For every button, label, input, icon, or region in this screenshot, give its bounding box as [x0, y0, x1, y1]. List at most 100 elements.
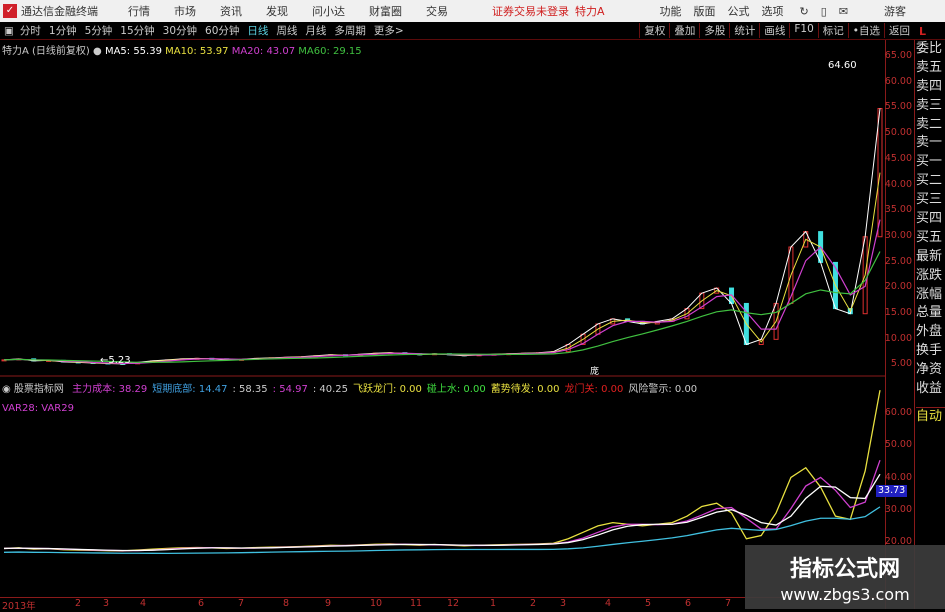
date-label: 2: [75, 598, 82, 609]
date-label: 7: [725, 598, 732, 609]
price-tick: 55.00: [884, 101, 912, 113]
watermark-url: www.zbgs3.com: [780, 585, 910, 604]
user-label[interactable]: 游客: [884, 5, 907, 18]
date-label: 2: [530, 598, 537, 609]
watermark-name: 指标公式网: [789, 557, 900, 582]
toolbar-button-0[interactable]: 复权: [639, 23, 669, 38]
menu-2[interactable]: 资讯: [220, 5, 242, 18]
ma10-value: MA10: 53.97: [165, 46, 229, 57]
period-tab-1[interactable]: 1分钟: [48, 25, 77, 37]
toolbar-button-8[interactable]: 返回: [884, 23, 914, 38]
price-tick: 65.00: [884, 50, 912, 61]
quote-field-0: 委比: [916, 41, 943, 56]
chart-name: 特力A (日线前复权): [2, 46, 90, 57]
price-tick: 50.00: [884, 127, 912, 139]
toolbar-button-2[interactable]: 多股: [699, 23, 729, 38]
indicator-value-5: 飞跃龙门: 0.00: [353, 384, 422, 395]
toolbar-button-3[interactable]: 统计: [729, 23, 759, 38]
price-axis: 65.00 60.00 55.00 50.00 45.00 40.00 35.00 30.00…: [876, 40, 915, 609]
quote-field-3: 卖三: [916, 97, 943, 113]
date-label: 3: [103, 598, 110, 609]
quote-field-17: 净资: [916, 362, 943, 378]
login-status[interactable]: 证券交易未登录: [492, 5, 569, 18]
menu-3[interactable]: 发现: [266, 5, 288, 18]
toolbar-button-5[interactable]: F10: [789, 23, 817, 38]
price-tick: 5.00: [890, 358, 912, 370]
title-bar: ✓ 通达信金融终端 行情 市场 资讯 发现 问小达 财富圈 交易 证券交易未登录 特力A 功…: [0, 0, 945, 22]
phone-icon[interactable]: ▯: [820, 4, 827, 18]
quote-field-12: 涨跌: [916, 267, 943, 283]
toolbar: ▣ 分时 1分钟 5分钟 15分钟 30分钟 60分钟 日线 周线 月线 多周期 更多> 复权 叠加多…: [0, 22, 945, 40]
kline-chart[interactable]: 64.60 ←5.23 庞: [0, 0, 885, 597]
quote-field-19[interactable]: 自动: [916, 406, 945, 426]
date-label: 6: [685, 598, 692, 609]
date-label: 6: [198, 598, 205, 609]
price-tick: 45.00: [884, 152, 912, 164]
menu-6[interactable]: 交易: [426, 5, 448, 18]
quote-field-16: 换手: [916, 343, 943, 359]
quote-field-4: 卖二: [916, 116, 943, 132]
event-marker[interactable]: 庞: [590, 365, 599, 377]
menu-5[interactable]: 财富圈: [369, 5, 402, 18]
menu-4[interactable]: 问小达: [312, 5, 345, 18]
indicator-value-6: 碰上水: 0.00: [426, 384, 486, 395]
right-menu-2[interactable]: 公式: [727, 5, 750, 18]
watermark: 指标公式网 www.zbgs3.com: [745, 545, 945, 609]
sub-magenta-line: [3, 459, 881, 552]
message-icon[interactable]: ✉: [838, 4, 849, 18]
right-menu-1[interactable]: 版面: [693, 5, 716, 18]
date-label: 4: [140, 598, 147, 609]
date-label: 2013年: [2, 601, 36, 612]
sub-cyan-line: [3, 506, 881, 555]
toolbar-button-4[interactable]: 画线: [759, 23, 789, 38]
period-tab-2[interactable]: 5分钟: [84, 25, 113, 37]
toolbar-button-6[interactable]: 标记: [817, 23, 848, 38]
menu-0[interactable]: 行情: [128, 5, 150, 18]
indicator-value-4: : 40.25: [312, 384, 349, 395]
period-tab-0[interactable]: 分时: [19, 25, 41, 37]
date-label: 8: [283, 598, 290, 609]
settings-icon[interactable]: ●: [93, 46, 102, 57]
period-tab-6[interactable]: 日线: [247, 25, 269, 37]
toolbar-button-1[interactable]: 叠加: [669, 23, 699, 38]
quote-field-10: 买五: [916, 229, 943, 245]
indicator-value-2: : 58.35: [232, 384, 268, 395]
date-label: 10: [370, 598, 383, 609]
price-tick: 40.00: [884, 178, 912, 190]
right-menu-3[interactable]: 选项: [761, 5, 784, 18]
period-tab-9[interactable]: 多周期: [334, 25, 366, 37]
sub-yellow-line: [3, 390, 881, 552]
refresh-icon[interactable]: ↻: [799, 4, 809, 18]
period-tab-10[interactable]: 更多>: [373, 25, 404, 37]
quote-field-15: 外盘: [916, 324, 943, 340]
date-label: 9: [325, 598, 332, 609]
menu-1[interactable]: 市场: [174, 5, 196, 18]
price-tick: 10.00: [884, 332, 912, 344]
app-logo-icon: ✓: [3, 4, 17, 18]
indicator-header: ◉ 股票指标网 主力成本: 38.29 短期底部: 14.47: 58.35: 5…: [2, 380, 697, 414]
period-tab-5[interactable]: 60分钟: [205, 25, 240, 37]
date-label: 7: [238, 598, 245, 609]
lr-toggle[interactable]: L: [919, 25, 927, 38]
date-label: 12: [447, 598, 460, 609]
indicator-icon[interactable]: ◉: [2, 384, 11, 395]
period-tab-4[interactable]: 30分钟: [162, 25, 198, 37]
date-label: 4: [605, 598, 612, 609]
quote-field-2: 卖四: [916, 78, 943, 94]
quote-field-6: 买一: [916, 154, 943, 170]
indicator-name[interactable]: 股票指标网: [13, 384, 64, 395]
period-tab-3[interactable]: 15分钟: [120, 25, 155, 37]
window-icon[interactable]: ▣: [4, 24, 14, 37]
indicator-value-1: 短期底部: 14.47: [152, 384, 228, 395]
toolbar-button-7[interactable]: •自选: [847, 23, 884, 38]
date-label: 11: [410, 598, 423, 609]
indicator-value-9: 风险警示: 0.00: [628, 384, 698, 395]
quote-panel: 委比 卖五 卖四 卖三 卖二 卖一 买一 买二 买三 买四 买五 最新 涨跌 涨幅 总量 外盘 换手 净资 收益 自动: [916, 40, 945, 426]
period-tab-7[interactable]: 周线: [276, 25, 298, 37]
sub-tick: 50.00: [884, 439, 912, 451]
period-tab-8[interactable]: 月线: [305, 25, 327, 37]
price-tick: 30.00: [884, 229, 912, 241]
right-menu-0[interactable]: 功能: [659, 5, 682, 18]
quote-field-1: 卖五: [916, 59, 943, 75]
indicator-value-3: : 54.97: [272, 384, 308, 395]
